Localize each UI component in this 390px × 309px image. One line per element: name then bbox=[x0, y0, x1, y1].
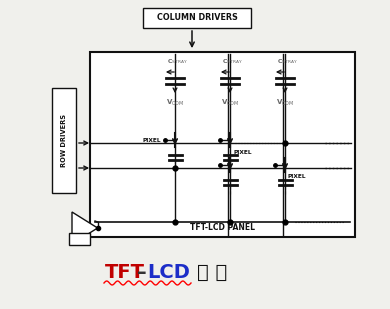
Text: +: + bbox=[73, 221, 81, 231]
Text: PIXEL: PIXEL bbox=[142, 138, 161, 142]
Text: PIXEL: PIXEL bbox=[233, 150, 252, 155]
Text: C$_{\rm STRAY}$: C$_{\rm STRAY}$ bbox=[167, 57, 188, 66]
Text: ROW DRIVERS: ROW DRIVERS bbox=[61, 114, 67, 167]
Text: TFT-LCD PANEL: TFT-LCD PANEL bbox=[190, 223, 255, 232]
Text: COLUMN DRIVERS: COLUMN DRIVERS bbox=[156, 14, 238, 23]
Text: LCD: LCD bbox=[147, 263, 190, 281]
Bar bbox=[143, 8, 251, 28]
Text: V$_{\rm COM}$: V$_{\rm COM}$ bbox=[166, 98, 184, 108]
Text: C$_{\rm STRAY}$: C$_{\rm STRAY}$ bbox=[277, 57, 298, 66]
Text: –: – bbox=[137, 263, 147, 281]
Text: V$_{\rm COM}$: V$_{\rm COM}$ bbox=[221, 98, 239, 108]
Text: V$_{\rm COM}$: V$_{\rm COM}$ bbox=[276, 98, 294, 108]
Bar bbox=[52, 88, 76, 193]
Bar bbox=[69, 233, 90, 245]
Text: C$_{\rm STRAY}$: C$_{\rm STRAY}$ bbox=[222, 57, 243, 66]
Bar bbox=[90, 52, 355, 237]
Text: TFT: TFT bbox=[105, 263, 145, 281]
Text: 显 示: 显 示 bbox=[197, 263, 227, 281]
Polygon shape bbox=[72, 212, 98, 244]
Text: PIXEL: PIXEL bbox=[288, 173, 307, 179]
